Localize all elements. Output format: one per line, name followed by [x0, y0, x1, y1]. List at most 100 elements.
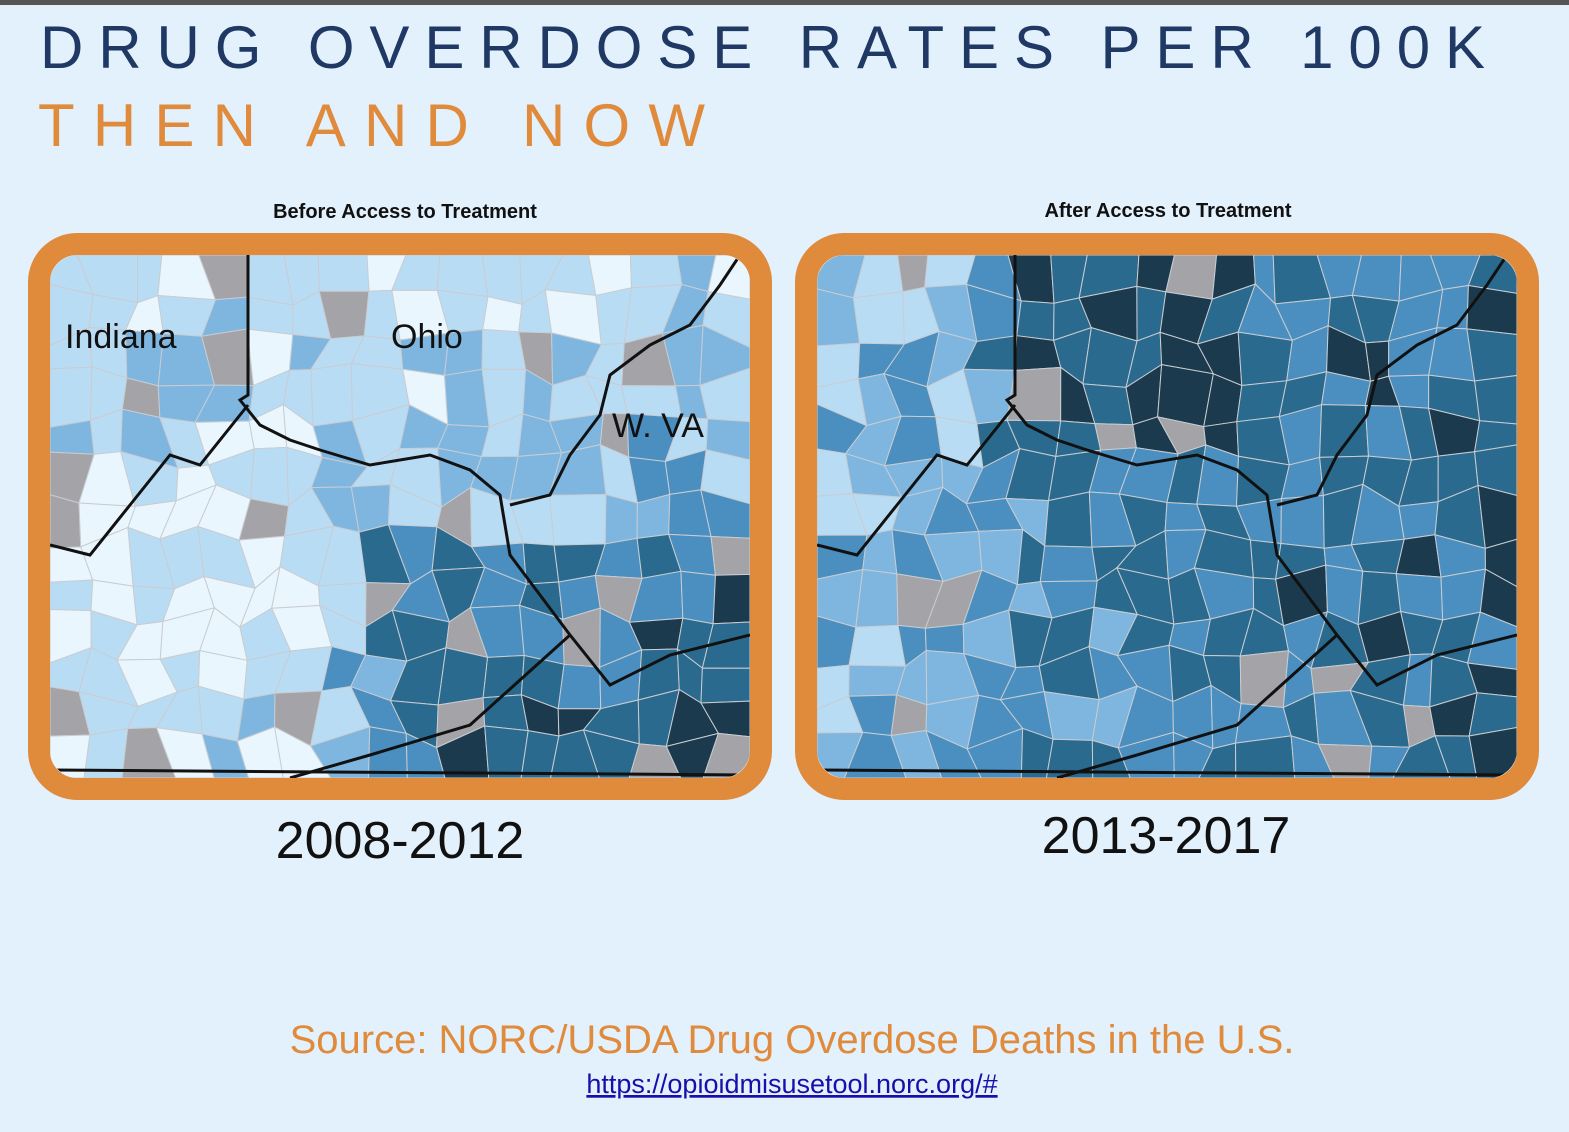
state-border: [1056, 633, 1339, 778]
county: [702, 290, 750, 349]
county: [705, 418, 750, 461]
state-border: [50, 404, 250, 557]
county: [368, 726, 408, 778]
county: [700, 489, 750, 539]
county: [484, 725, 529, 778]
county: [843, 731, 907, 778]
county: [1039, 545, 1098, 583]
county: [582, 729, 640, 778]
state-border: [50, 768, 750, 777]
county: [1466, 284, 1517, 336]
county: [925, 729, 982, 778]
state-border: [509, 255, 742, 507]
county: [1398, 501, 1439, 540]
map-heading: After Access to Treatment: [1044, 200, 1291, 222]
county: [629, 255, 683, 289]
county: [1468, 726, 1517, 778]
county: [890, 729, 943, 778]
county: [310, 363, 354, 427]
county: [699, 367, 750, 423]
map-heading: Before Access to Treatment: [273, 201, 537, 223]
map-frame: [795, 233, 1539, 800]
county: [557, 663, 602, 710]
county: [201, 733, 250, 778]
county: [699, 324, 750, 387]
county: [897, 255, 929, 293]
county: [1016, 300, 1055, 341]
state-label: W. VA: [612, 407, 704, 445]
county: [1351, 255, 1402, 302]
county: [1368, 745, 1411, 778]
county: [628, 743, 682, 778]
county: [710, 535, 750, 576]
period: 2013-2017: [1042, 807, 1291, 865]
source: Source: NORC/USDA Drug Overdose Deaths i…: [290, 1018, 1295, 1062]
county: [155, 726, 215, 778]
county: [50, 494, 82, 549]
county: [1473, 420, 1517, 453]
county: [1319, 404, 1370, 458]
county: [482, 694, 529, 732]
county: [1235, 735, 1296, 778]
county: [702, 732, 750, 778]
county: [317, 255, 370, 292]
county: [701, 621, 750, 669]
map-after: [817, 255, 1517, 778]
county: [1044, 491, 1093, 548]
state-border: [1276, 255, 1509, 507]
county: [436, 255, 489, 298]
state-border: [817, 404, 1017, 557]
county: [1237, 331, 1293, 387]
county: [1043, 691, 1100, 741]
county: [700, 700, 750, 738]
county: [700, 667, 750, 704]
county: [1474, 444, 1517, 497]
county: [700, 449, 750, 505]
county: [862, 529, 898, 575]
county: [1290, 735, 1335, 778]
county: [1466, 662, 1517, 698]
county: [1434, 735, 1478, 778]
county: [1091, 739, 1132, 778]
county: [273, 726, 332, 778]
county: [1479, 568, 1517, 628]
county: [1020, 727, 1054, 778]
county: [1474, 374, 1517, 425]
county: [437, 647, 489, 706]
county: [443, 368, 490, 428]
top-strip: [0, 0, 1569, 5]
state-label: Ohio: [391, 318, 463, 356]
county: [855, 568, 899, 628]
county: [1468, 692, 1517, 737]
county: [848, 624, 906, 667]
county: [250, 446, 290, 507]
county: [482, 654, 525, 699]
county: [1172, 731, 1214, 778]
county: [436, 725, 490, 778]
county: [1392, 735, 1451, 778]
state-border: [817, 768, 1517, 777]
county: [1484, 538, 1517, 588]
county: [50, 734, 91, 778]
county: [680, 570, 716, 625]
county: [1317, 743, 1373, 778]
source-link[interactable]: https://opioidmisusetool.norc.org/#: [586, 1069, 997, 1099]
period: 2008-2012: [276, 812, 525, 870]
county: [236, 726, 284, 778]
county: [848, 664, 907, 697]
county: [852, 291, 905, 345]
county: [405, 732, 446, 778]
county: [665, 732, 720, 778]
county: [1165, 255, 1218, 300]
county: [1045, 738, 1094, 778]
county: [549, 494, 607, 546]
county: [520, 730, 560, 778]
county: [121, 727, 177, 778]
county: [83, 728, 129, 778]
county: [712, 573, 750, 625]
state-border: [289, 633, 572, 778]
map-before: [50, 255, 750, 778]
county: [924, 623, 965, 655]
